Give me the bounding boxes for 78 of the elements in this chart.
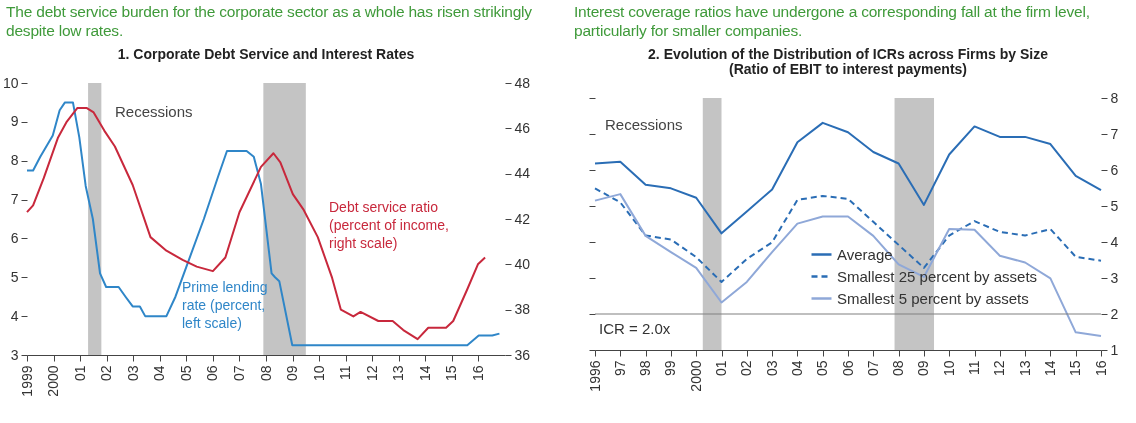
y2-tick-label: 40 [514,255,531,272]
series-label: Prime lending rate (percent, left scale) [182,279,268,331]
ref-line-label: ICR = 2.0x [599,320,671,337]
x-tick-label: 11 [966,360,982,376]
x-tick-label: 12 [363,365,380,382]
band-label: Recessions [605,116,683,133]
chart-title: 1. Corporate Debt Service and Interest Rates [117,46,415,62]
chart-title: 2. Evolution of the Distribution of ICRs across Firms by Size [648,46,1049,62]
series-label: Debt service ratio (percent of income, right scale) [329,199,449,251]
x-tick-label: 03 [124,365,141,382]
x-tick-label: 01 [71,365,88,382]
y2-tick-label: 5 [1110,197,1119,214]
x-tick-label: 16 [469,365,486,382]
y2-tick-label: 3 [1110,269,1119,286]
x-tick-label: 1996 [586,360,603,392]
y2-tick-label: 2 [1110,305,1119,322]
x-tick-label: 02 [738,360,755,377]
legend-label: Smallest 25 percent by assets [837,267,1038,285]
y2-tick-label: 46 [514,119,531,136]
y-tick-label: 6 [10,229,19,246]
line-series [594,121,1102,235]
y2-tick-label: 48 [514,74,531,91]
band-label: Recessions [115,103,193,120]
x-tick-label: 16 [1092,360,1109,377]
y-tick-label: 7 [10,191,19,208]
x-tick-label: 2000 [45,365,62,397]
line-series [594,193,1102,337]
x-tick-label: 04 [151,365,168,382]
x-tick-label: 14 [416,365,433,382]
y2-tick-label: 1 [1110,341,1119,358]
x-tick-label: 14 [1041,360,1058,377]
legend-label: Average [837,245,893,263]
x-tick-label: 03 [763,360,780,377]
x-tick-label: 10 [940,360,957,377]
y2-tick-label: 4 [1110,233,1119,250]
x-tick-label: 1999 [18,365,35,397]
text: The debt service burden for the corporate sector as a whole has risen strikingly despite low rates. [5,2,533,41]
x-tick-label: 13 [1016,360,1033,377]
x-tick-label: 98 [637,360,654,377]
x-tick-label: 08 [890,360,907,377]
x-tick-label: 99 [662,360,679,377]
y2-tick-label: 36 [514,346,531,363]
x-tick-label: 11 [337,365,354,381]
x-tick-label: 10 [310,365,327,382]
y2-tick-label: 42 [514,210,531,227]
legend-label: Smallest 5 percent by assets [837,289,1029,307]
y2-tick-label: 44 [514,165,531,182]
x-tick-label: 2000 [687,360,704,392]
y-tick-label: 10 [2,74,19,91]
x-tick-label: 97 [611,360,628,377]
y2-tick-label: 8 [1110,89,1119,106]
x-tick-label: 02 [98,365,115,382]
text: Interest coverage ratios have undergone a corresponding fall at the firm level, particularly for smaller companies. [573,2,1091,41]
line-series [594,187,1102,283]
y2-tick-label: 7 [1110,125,1119,142]
x-tick-label: 09 [915,360,932,377]
y-tick-label: 9 [10,113,19,130]
x-tick-label: 04 [788,360,805,377]
y-tick-label: 4 [10,307,19,324]
x-tick-label: 15 [443,365,460,382]
x-tick-label: 05 [814,360,831,377]
x-tick-label: 07 [864,360,881,377]
x-tick-label: 15 [1067,360,1084,377]
x-tick-label: 05 [177,365,194,382]
y2-tick-label: 6 [1110,161,1119,178]
x-tick-label: 01 [713,360,729,377]
x-tick-label: 08 [257,365,274,382]
x-tick-label: 13 [390,365,407,382]
x-tick-label: 06 [204,365,221,382]
x-tick-label: 12 [991,360,1008,377]
y2-tick-label: 38 [514,301,531,318]
x-tick-label: 09 [284,365,301,382]
y-tick-label: 8 [10,152,19,169]
y-tick-label: 5 [10,268,19,285]
y-tick-label: 3 [10,346,19,363]
x-tick-label: 07 [230,365,247,382]
x-tick-label: 06 [839,360,856,377]
chart-subtitle: (Ratio of EBIT to interest payments) [728,61,968,77]
